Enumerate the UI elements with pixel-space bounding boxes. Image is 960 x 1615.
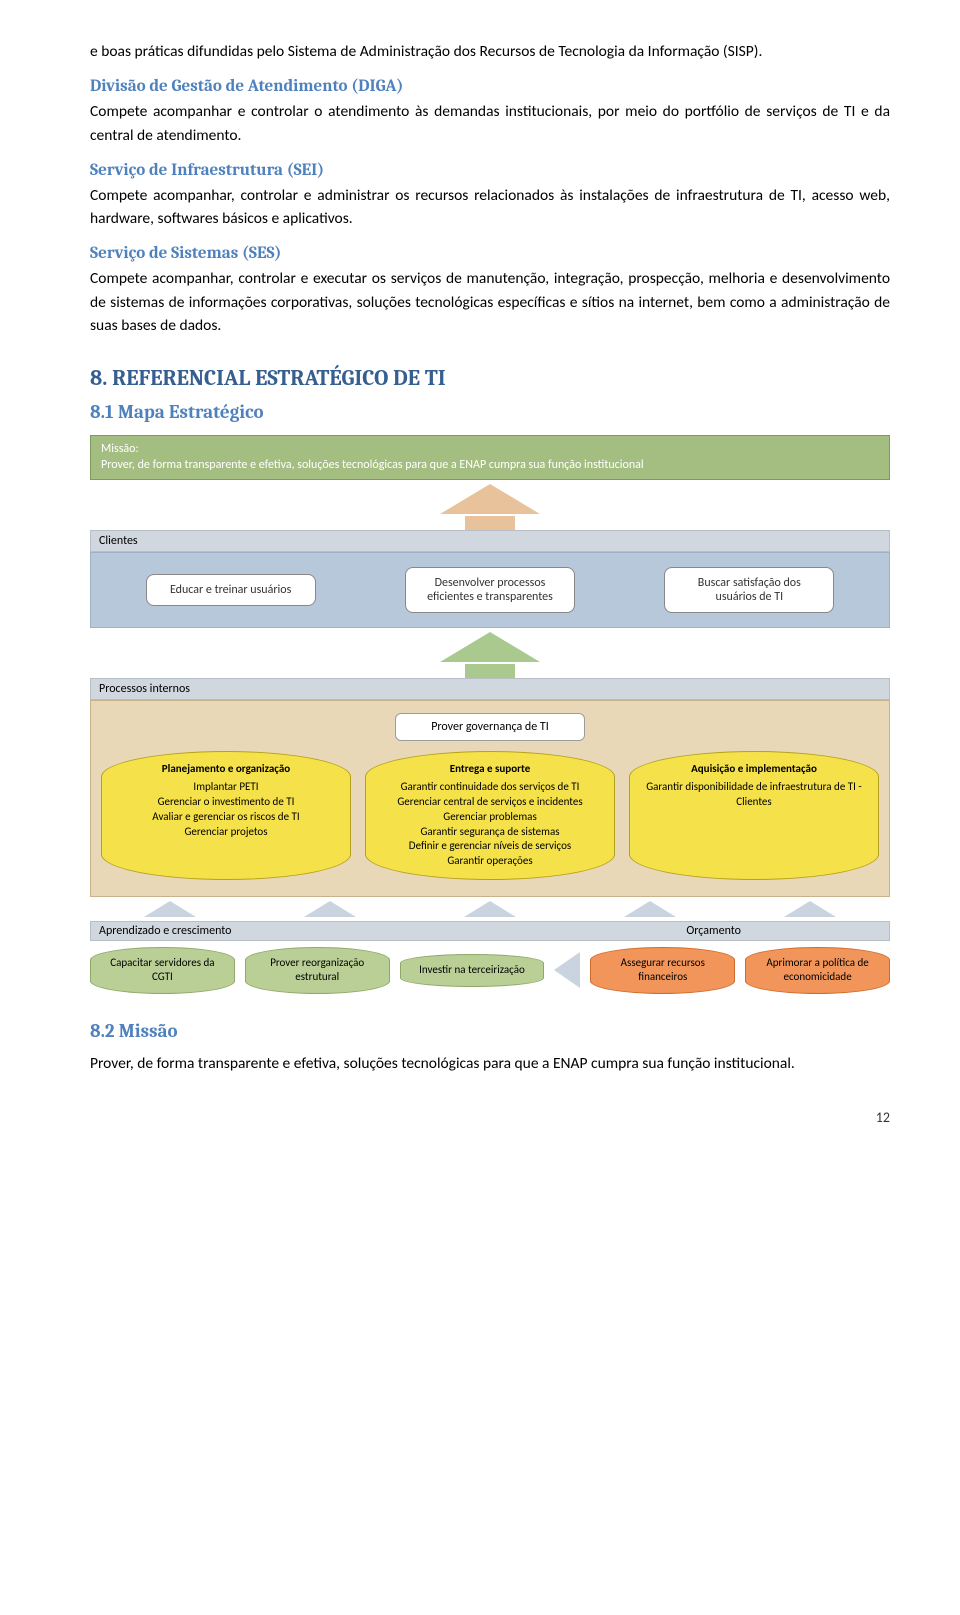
mission-text: Prover, de forma transparente e efetiva,…: [101, 458, 644, 472]
proc-card-lines: Garantir continuidade dos serviços de TI…: [397, 780, 582, 867]
learning-row: Capacitar servidores da CGTI Prover reor…: [90, 947, 890, 994]
proc-card-planning: Planejamento e organização Implantar PET…: [101, 751, 351, 880]
sei-heading: Serviço de Infraestrutura (SEI): [90, 161, 890, 180]
page-number: 12: [90, 1109, 890, 1126]
strategic-map-diagram: Missão: Prover, de forma transparente e …: [90, 435, 890, 994]
learn-card: Investir na terceirização: [400, 954, 545, 986]
arrow-left-icon: [554, 952, 580, 988]
orcamento-label: Orçamento: [686, 924, 881, 938]
ses-text: Compete acompanhar, controlar e executar…: [90, 267, 890, 337]
proc-card-title: Planejamento e organização: [114, 762, 338, 777]
section-8-1-heading: 8.1 Mapa Estratégico: [90, 401, 890, 423]
learn-card: Capacitar servidores da CGTI: [90, 947, 235, 994]
arrow-up-green: [90, 632, 890, 678]
clientes-label: Clientes: [90, 530, 890, 552]
aprendizado-label: Aprendizado e crescimento: [99, 924, 686, 938]
section-8-2-text: Prover, de forma transparente e efetiva,…: [90, 1052, 890, 1075]
proc-card-lines: Implantar PETI Gerenciar o investimento …: [152, 780, 299, 838]
diga-heading: Divisão de Gestão de Atendimento (DIGA): [90, 77, 890, 96]
learn-card: Aprimorar a política de economicidade: [745, 947, 890, 994]
proc-card-acquisition: Aquisição e implementação Garantir dispo…: [629, 751, 879, 880]
section-8-heading: 8. REFERENCIAL ESTRATÉGICO DE TI: [90, 365, 890, 391]
processos-body: Prover governança de TI Planejamento e o…: [90, 700, 890, 897]
diga-text: Compete acompanhar e controlar o atendim…: [90, 100, 890, 147]
client-card: Desenvolver processos eficientes e trans…: [405, 567, 575, 613]
client-card: Educar e treinar usuários: [146, 574, 316, 606]
learn-card: Prover reorganização estrutural: [245, 947, 390, 994]
proc-card-title: Aquisição e implementação: [642, 762, 866, 777]
mission-bar: Missão: Prover, de forma transparente e …: [90, 435, 890, 480]
sei-text: Compete acompanhar, controlar e administ…: [90, 184, 890, 231]
bottom-labels: Aprendizado e crescimento Orçamento: [90, 921, 890, 941]
mission-label: Missão:: [101, 442, 879, 458]
governance-box: Prover governança de TI: [395, 713, 585, 741]
mini-arrow-row: [90, 897, 890, 921]
clientes-row: Educar e treinar usuários Desenvolver pr…: [90, 552, 890, 628]
proc-card-delivery: Entrega e suporte Garantir continuidade …: [365, 751, 615, 880]
processos-label: Processos internos: [90, 678, 890, 700]
proc-card-lines: Garantir disponibilidade de infraestrutu…: [646, 780, 862, 808]
arrow-up-orange: [90, 484, 890, 530]
intro-paragraph: e boas práticas difundidas pelo Sistema …: [90, 40, 890, 63]
ses-heading: Serviço de Sistemas (SES): [90, 244, 890, 263]
proc-card-title: Entrega e suporte: [378, 762, 602, 777]
learn-card: Assegurar recursos financeiros: [590, 947, 735, 994]
section-8-2-heading: 8.2 Missão: [90, 1020, 890, 1042]
client-card: Buscar satisfação dos usuários de TI: [664, 567, 834, 613]
